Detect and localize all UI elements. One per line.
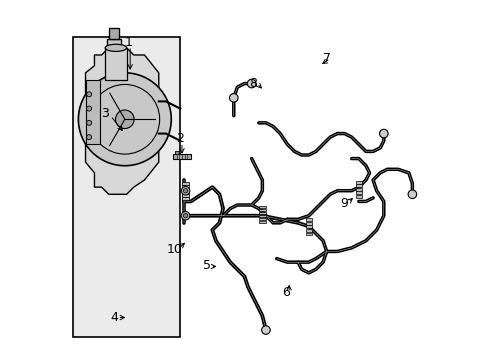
- Circle shape: [115, 110, 134, 129]
- Bar: [259, 218, 265, 220]
- Bar: [259, 206, 265, 208]
- Circle shape: [78, 73, 171, 166]
- Bar: [182, 188, 188, 191]
- Circle shape: [86, 92, 91, 97]
- Text: 8: 8: [249, 77, 257, 90]
- Bar: [259, 209, 265, 211]
- Bar: [355, 181, 361, 184]
- Bar: [305, 225, 311, 228]
- Bar: [182, 183, 188, 185]
- Text: 5: 5: [203, 259, 210, 272]
- Bar: [305, 218, 311, 221]
- Circle shape: [183, 213, 187, 218]
- Bar: [73, 37, 180, 337]
- Bar: [173, 154, 190, 158]
- Circle shape: [407, 190, 416, 199]
- Bar: [355, 195, 361, 198]
- Bar: [305, 229, 311, 232]
- Circle shape: [261, 326, 270, 334]
- Bar: [355, 184, 361, 187]
- Text: 3: 3: [101, 107, 109, 120]
- Circle shape: [181, 211, 189, 220]
- Bar: [355, 192, 361, 194]
- Circle shape: [183, 189, 187, 193]
- Text: 10: 10: [166, 243, 183, 256]
- Bar: [105, 48, 126, 80]
- Text: 2: 2: [176, 132, 184, 145]
- Ellipse shape: [105, 44, 126, 51]
- Polygon shape: [85, 48, 159, 194]
- Circle shape: [229, 94, 238, 102]
- Bar: [305, 233, 311, 235]
- Bar: [182, 191, 188, 194]
- Circle shape: [86, 106, 91, 111]
- Bar: [305, 222, 311, 225]
- Bar: [108, 28, 119, 39]
- Bar: [182, 185, 188, 188]
- Bar: [85, 80, 100, 144]
- Bar: [175, 152, 179, 154]
- Text: 7: 7: [322, 52, 330, 65]
- Bar: [259, 221, 265, 223]
- Circle shape: [181, 186, 189, 195]
- Bar: [355, 188, 361, 191]
- Circle shape: [247, 79, 255, 88]
- Text: 4: 4: [110, 311, 118, 324]
- Text: 9: 9: [340, 197, 348, 210]
- Circle shape: [86, 120, 91, 125]
- Circle shape: [86, 135, 91, 140]
- Bar: [182, 197, 188, 200]
- Bar: [182, 194, 188, 197]
- Text: 6: 6: [281, 286, 289, 299]
- Text: 1: 1: [124, 36, 132, 49]
- Bar: [107, 39, 121, 48]
- Bar: [259, 215, 265, 217]
- Circle shape: [379, 129, 387, 138]
- Bar: [259, 212, 265, 214]
